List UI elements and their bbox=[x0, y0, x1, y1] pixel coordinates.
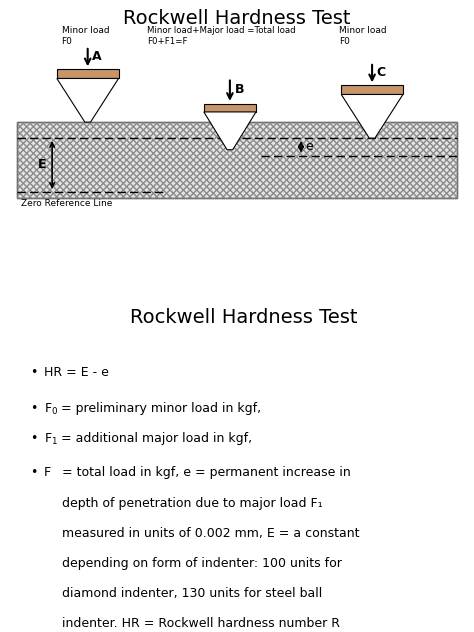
Text: depth of penetration due to major load F₁: depth of penetration due to major load F… bbox=[62, 497, 322, 509]
Text: Rockwell Hardness Test: Rockwell Hardness Test bbox=[123, 9, 351, 28]
Text: •: • bbox=[30, 402, 38, 415]
Text: e: e bbox=[306, 140, 313, 154]
Text: Minor load+Major load =Total load
F0+F1=F: Minor load+Major load =Total load F0+F1=… bbox=[147, 26, 296, 46]
Text: diamond indenter, 130 units for steel ball: diamond indenter, 130 units for steel ba… bbox=[62, 586, 322, 600]
Text: F$_1$: F$_1$ bbox=[44, 432, 58, 447]
Text: depending on form of indenter: 100 units for: depending on form of indenter: 100 units… bbox=[62, 557, 341, 569]
Text: indenter. HR = Rockwell hardness number R: indenter. HR = Rockwell hardness number … bbox=[62, 617, 339, 629]
Bar bbox=[17, 122, 457, 198]
Bar bbox=[204, 104, 256, 112]
Bar bbox=[57, 69, 118, 78]
Text: •: • bbox=[30, 432, 38, 446]
Bar bbox=[341, 85, 403, 94]
Text: E: E bbox=[38, 159, 46, 171]
Polygon shape bbox=[204, 112, 256, 150]
Polygon shape bbox=[341, 94, 403, 138]
Text: C: C bbox=[377, 66, 386, 78]
Text: = total load in kgf, e = permanent increase in: = total load in kgf, e = permanent incre… bbox=[62, 466, 350, 480]
Text: F$_0$: F$_0$ bbox=[44, 402, 58, 416]
Text: F: F bbox=[44, 466, 51, 480]
Text: A: A bbox=[92, 49, 102, 63]
Text: HR = E - e: HR = E - e bbox=[44, 366, 109, 379]
Text: •: • bbox=[30, 366, 38, 379]
Text: Minor load
F0: Minor load F0 bbox=[339, 26, 386, 46]
Text: = additional major load in kgf,: = additional major load in kgf, bbox=[61, 432, 252, 446]
Text: B: B bbox=[235, 83, 244, 96]
Text: = preliminary minor load in kgf,: = preliminary minor load in kgf, bbox=[61, 402, 261, 415]
Text: Minor load
F0: Minor load F0 bbox=[62, 26, 109, 46]
Text: Rockwell Hardness Test: Rockwell Hardness Test bbox=[130, 308, 358, 327]
Bar bbox=[17, 122, 457, 198]
Bar bbox=[17, 122, 457, 198]
Text: •: • bbox=[30, 466, 38, 480]
Polygon shape bbox=[57, 78, 118, 122]
Text: Zero Reference Line: Zero Reference Line bbox=[21, 199, 113, 208]
Text: measured in units of 0.002 mm, E = a constant: measured in units of 0.002 mm, E = a con… bbox=[62, 526, 359, 540]
